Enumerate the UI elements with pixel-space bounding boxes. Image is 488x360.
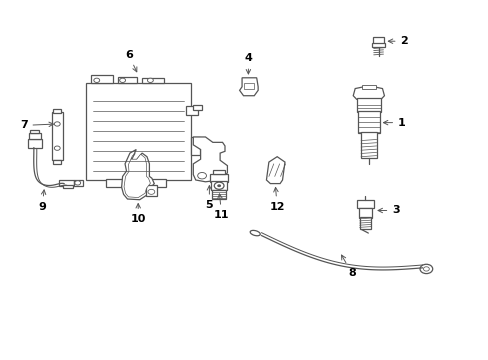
Bar	[53, 159, 61, 164]
Bar	[105, 179, 122, 187]
Circle shape	[213, 172, 222, 179]
Bar	[59, 180, 74, 186]
Text: 3: 3	[377, 206, 399, 216]
Bar	[86, 83, 190, 180]
Circle shape	[147, 78, 153, 82]
Circle shape	[197, 172, 206, 179]
Bar	[63, 185, 73, 188]
Text: 4: 4	[244, 53, 252, 74]
Text: 11: 11	[213, 194, 229, 220]
Bar	[149, 179, 166, 187]
Circle shape	[54, 146, 60, 150]
Circle shape	[217, 184, 221, 187]
Text: 10: 10	[130, 204, 145, 224]
Bar	[52, 112, 62, 160]
Bar	[361, 85, 375, 89]
Bar	[146, 185, 157, 196]
Bar	[27, 139, 42, 148]
Bar	[91, 75, 113, 83]
Bar	[356, 98, 380, 112]
Polygon shape	[124, 153, 150, 198]
Bar	[185, 107, 198, 116]
Circle shape	[148, 189, 155, 194]
Bar	[372, 37, 384, 44]
Bar	[359, 217, 370, 229]
Circle shape	[94, 78, 100, 82]
Bar	[213, 170, 224, 174]
Circle shape	[419, 264, 432, 274]
Text: 6: 6	[124, 50, 137, 72]
Bar	[211, 181, 226, 190]
Polygon shape	[122, 149, 154, 200]
Text: 1: 1	[383, 118, 405, 128]
Bar	[193, 105, 202, 110]
Polygon shape	[193, 137, 227, 182]
Bar	[74, 180, 82, 186]
Bar	[371, 43, 385, 46]
Bar	[53, 109, 61, 113]
Text: 8: 8	[341, 255, 355, 278]
Bar	[357, 111, 379, 134]
Circle shape	[75, 181, 81, 185]
Bar	[360, 132, 376, 158]
Bar	[190, 137, 199, 155]
Bar	[243, 83, 254, 89]
Polygon shape	[239, 78, 258, 96]
Bar	[358, 208, 371, 218]
Text: 2: 2	[387, 36, 407, 46]
Circle shape	[214, 182, 224, 189]
Text: 9: 9	[38, 190, 46, 212]
Polygon shape	[352, 87, 384, 99]
Bar	[212, 190, 225, 199]
Circle shape	[120, 78, 125, 82]
Bar	[142, 78, 163, 83]
Text: 5: 5	[205, 186, 213, 210]
Bar	[356, 200, 373, 208]
Bar	[29, 134, 41, 139]
Circle shape	[54, 122, 60, 126]
Ellipse shape	[250, 230, 260, 236]
Bar	[30, 130, 39, 134]
Bar	[118, 77, 137, 83]
Text: 7: 7	[20, 120, 53, 130]
Text: 12: 12	[269, 188, 285, 212]
Polygon shape	[266, 157, 285, 184]
Bar	[210, 174, 227, 182]
Circle shape	[423, 267, 428, 271]
